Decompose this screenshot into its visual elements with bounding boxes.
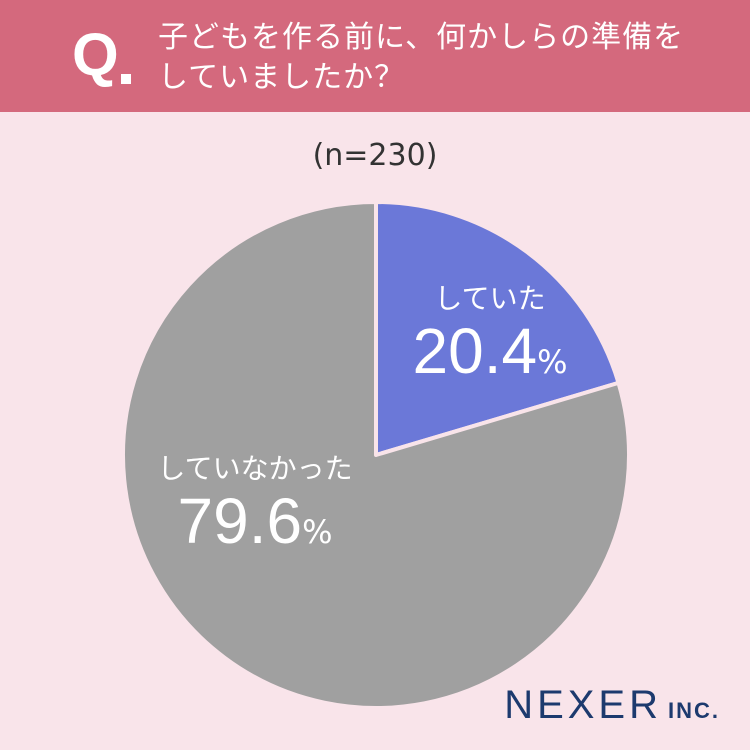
slice-name-did-prepare: していた — [434, 282, 546, 315]
sample-size: (n=230) — [312, 138, 438, 173]
logo-main-text: NEXER — [504, 683, 662, 727]
slice-number-did-prepare: 20.4 — [412, 315, 538, 387]
slice-value-did-prepare: 20.4% — [370, 316, 610, 403]
slice-number-did-not-prepare: 79.6 — [177, 485, 303, 557]
company-logo: NEXER INC. — [504, 683, 720, 728]
slice-label-did-prepare: していた 20.4% — [370, 282, 610, 403]
pie-slice-did-prepare — [374, 200, 621, 457]
question-text: 子どもを作る前に、何かしらの準備を していましたか？ — [158, 18, 718, 98]
question-line-2: していましたか？ — [158, 60, 406, 95]
slice-value-did-not-prepare: 79.6% — [135, 486, 375, 573]
slice-label-did-not-prepare: していなかった 79.6% — [135, 452, 375, 573]
slice-name-did-not-prepare: していなかった — [157, 452, 353, 485]
question-mark: Q — [72, 21, 119, 88]
slice-percent-sign-did-not-prepare: % — [302, 513, 333, 551]
pie-slice-did-not-prepare — [121, 200, 631, 710]
question-line-1: 子どもを作る前に、何かしらの準備を — [158, 20, 685, 55]
question-mark-dot — [121, 74, 131, 84]
question-header: Q 子どもを作る前に、何かしらの準備を していましたか？ — [0, 0, 750, 112]
logo-sub-text: INC. — [668, 698, 720, 723]
slice-percent-sign-did-prepare: % — [537, 343, 568, 381]
